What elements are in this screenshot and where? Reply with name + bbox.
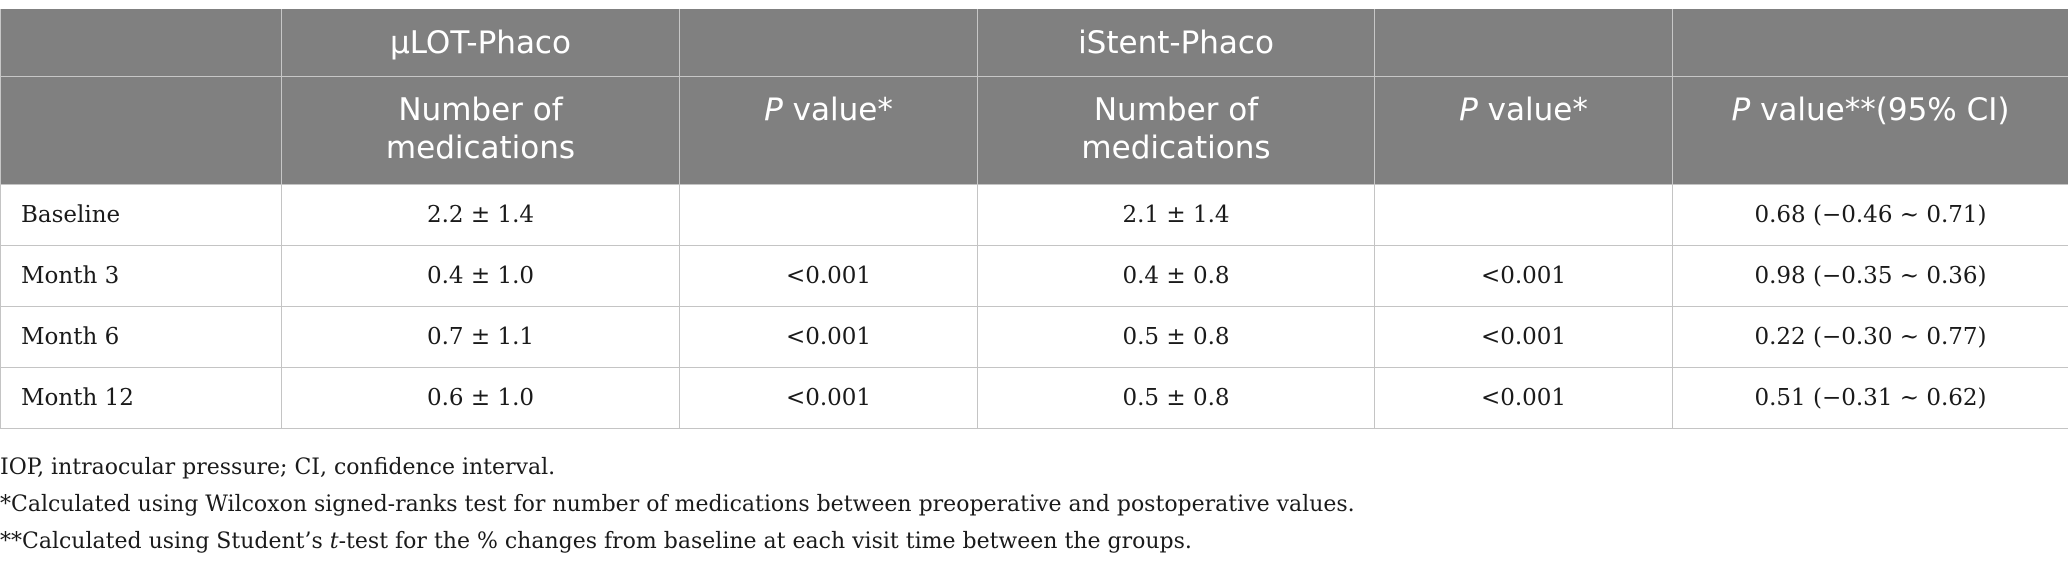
istent-p-value-cell: <0.001 — [1374, 306, 1673, 368]
table-footnotes: IOP, intraocular pressure; CI, confidenc… — [0, 449, 2068, 560]
footnote-t-italic: t — [329, 529, 339, 554]
istent-medications-cell: 0.5 ± 0.8 — [977, 367, 1375, 429]
ulot-p-value-cell: <0.001 — [679, 245, 978, 307]
istent-p-value-cell: <0.001 — [1374, 245, 1673, 307]
header-text-line: medications — [385, 130, 576, 166]
header-row-groups: μLOT-Phaco iStent-Phaco — [0, 9, 2068, 77]
istent-medications-cell: 0.4 ± 0.8 — [977, 245, 1375, 307]
header-ulot-p-value: P value* — [679, 76, 978, 185]
istent-p-value-cell: <0.001 — [1374, 367, 1673, 429]
ulot-p-value-cell: <0.001 — [679, 367, 978, 429]
header-p-suffix: value* — [1477, 92, 1588, 128]
header-empty-cell — [0, 9, 282, 77]
table-row: Month 6 0.7 ± 1.1 <0.001 0.5 ± 0.8 <0.00… — [0, 306, 2068, 368]
istent-p-value-cell — [1374, 184, 1673, 246]
header-empty-cell — [1672, 9, 2068, 77]
footnote-double-asterisk: **Calculated using Student’s t-test for … — [0, 523, 2068, 560]
row-label: Month 6 — [0, 306, 282, 368]
header-p-italic: P — [1731, 92, 1751, 128]
header-p-value-ci: P value**(95% CI) — [1672, 76, 2068, 185]
header-ulot-phaco: μLOT-Phaco — [281, 9, 680, 77]
header-empty-cell — [0, 76, 282, 185]
footnote-text: -test for the % changes from baseline at… — [338, 529, 1192, 554]
row-label: Month 3 — [0, 245, 282, 307]
between-groups-p-value-cell: 0.51 (−0.31 ~ 0.62) — [1672, 367, 2068, 429]
footnote-single-asterisk: *Calculated using Wilcoxon signed-ranks … — [0, 492, 1355, 517]
header-text-line: Number of — [1093, 92, 1259, 128]
header-row-columns: Number of medications P value* Number of… — [0, 76, 2068, 185]
ulot-p-value-cell: <0.001 — [679, 306, 978, 368]
table-row: Month 12 0.6 ± 1.0 <0.001 0.5 ± 0.8 <0.0… — [0, 367, 2068, 429]
footnote-text: **Calculated using Student’s — [0, 529, 330, 554]
ulot-medications-cell: 0.4 ± 1.0 — [281, 245, 680, 307]
header-text-line: Number of — [398, 92, 563, 128]
ulot-medications-cell: 2.2 ± 1.4 — [281, 184, 680, 246]
row-label: Month 12 — [0, 367, 282, 429]
istent-medications-cell: 2.1 ± 1.4 — [977, 184, 1375, 246]
istent-medications-cell: 0.5 ± 0.8 — [977, 306, 1375, 368]
header-ulot-number-of-medications: Number of medications — [281, 76, 680, 185]
between-groups-p-value-cell: 0.98 (−0.35 ~ 0.36) — [1672, 245, 2068, 307]
header-istent-p-value: P value* — [1374, 76, 1673, 185]
medications-table: μLOT-Phaco iStent-Phaco Number of medica… — [0, 9, 2068, 429]
header-istent-phaco: iStent-Phaco — [977, 9, 1375, 77]
row-label: Baseline — [0, 184, 282, 246]
table-row: Month 3 0.4 ± 1.0 <0.001 0.4 ± 0.8 <0.00… — [0, 245, 2068, 307]
between-groups-p-value-cell: 0.68 (−0.46 ~ 0.71) — [1672, 184, 2068, 246]
header-p-suffix: value* — [782, 92, 893, 128]
footnote-abbreviations: IOP, intraocular pressure; CI, confidenc… — [0, 455, 556, 480]
medications-table-wrap: μLOT-Phaco iStent-Phaco Number of medica… — [0, 9, 2068, 429]
header-empty-cell — [1374, 9, 1673, 77]
ulot-p-value-cell — [679, 184, 978, 246]
header-empty-cell — [679, 9, 978, 77]
header-p-italic: P — [1459, 92, 1478, 128]
header-istent-number-of-medications: Number of medications — [977, 76, 1375, 185]
header-text-line: medications — [1081, 130, 1271, 166]
ulot-medications-cell: 0.6 ± 1.0 — [281, 367, 680, 429]
between-groups-p-value-cell: 0.22 (−0.30 ~ 0.77) — [1672, 306, 2068, 368]
table-row: Baseline 2.2 ± 1.4 2.1 ± 1.4 0.68 (−0.46… — [0, 184, 2068, 246]
header-p-italic: P — [764, 92, 783, 128]
header-p-ci-suffix: value**(95% CI) — [1750, 92, 2010, 128]
ulot-medications-cell: 0.7 ± 1.1 — [281, 306, 680, 368]
